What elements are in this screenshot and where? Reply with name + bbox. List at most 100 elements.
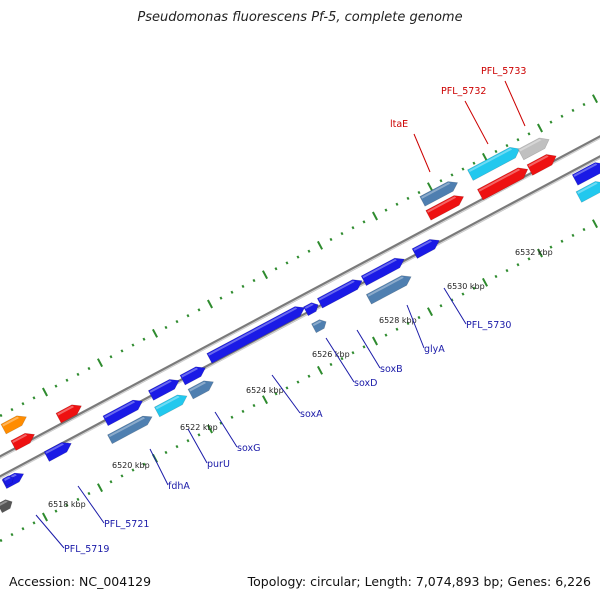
gene-feature-arrow bbox=[55, 404, 82, 424]
gene-feature-arrow bbox=[526, 154, 557, 176]
gene-feature-highlight bbox=[421, 182, 451, 199]
minor-tick bbox=[362, 220, 366, 224]
gene-label: purU bbox=[207, 459, 230, 470]
backbone-outer bbox=[0, 135, 600, 459]
minor-tick bbox=[461, 167, 465, 171]
gene-label: PFL_5721 bbox=[104, 519, 149, 530]
major-tick bbox=[207, 424, 213, 434]
minor-tick bbox=[296, 380, 300, 384]
minor-tick bbox=[10, 532, 14, 537]
gene-feature-arrow bbox=[102, 399, 143, 427]
minor-tick bbox=[571, 233, 575, 238]
minor-tick bbox=[186, 314, 190, 318]
major-tick bbox=[537, 123, 543, 133]
gene-feature-highlight bbox=[318, 280, 355, 301]
gene-feature-arrow bbox=[43, 442, 72, 462]
minor-tick bbox=[21, 402, 25, 406]
minor-tick bbox=[87, 366, 91, 371]
minor-tick bbox=[285, 261, 289, 265]
gene-feature-highlight bbox=[45, 443, 64, 454]
minor-tick bbox=[384, 333, 388, 337]
minor-tick bbox=[197, 433, 201, 437]
gene-feature-arrow bbox=[187, 380, 214, 400]
gene-feature-highlight bbox=[519, 138, 542, 152]
minor-tick bbox=[142, 337, 146, 341]
minor-tick bbox=[296, 255, 300, 259]
minor-tick bbox=[131, 343, 135, 347]
scale-label: 6518 kbp bbox=[48, 500, 86, 509]
gene-label: fdhA bbox=[168, 481, 190, 492]
gene-feature-highlight bbox=[189, 381, 207, 392]
gene-feature-highlight bbox=[468, 148, 513, 173]
minor-tick bbox=[351, 351, 355, 355]
major-tick bbox=[427, 307, 433, 317]
gene-feature-arrow bbox=[147, 379, 180, 401]
gene-label-leader bbox=[356, 329, 381, 369]
gene-feature-arrow bbox=[10, 432, 36, 451]
gene-label: PFL_5730 bbox=[466, 320, 511, 331]
scale-label: 6526 kbp bbox=[312, 350, 350, 359]
minor-tick bbox=[109, 355, 113, 359]
scale-label: 6524 kbp bbox=[246, 386, 284, 395]
minor-tick bbox=[406, 321, 410, 326]
gene-label: PFL_5732 bbox=[441, 86, 486, 97]
major-tick bbox=[97, 483, 103, 493]
minor-tick bbox=[417, 315, 421, 320]
minor-tick bbox=[32, 521, 36, 525]
gene-feature-arrow bbox=[476, 167, 529, 201]
minor-tick bbox=[65, 503, 69, 507]
gene-label: glyA bbox=[424, 344, 445, 355]
gene-label-leader bbox=[443, 287, 467, 325]
minor-tick bbox=[0, 538, 3, 543]
gene-feature-arrow bbox=[467, 146, 521, 181]
minor-tick bbox=[230, 415, 234, 419]
scale-label: 6532 kbp bbox=[515, 248, 553, 257]
gene-label: soxB bbox=[380, 364, 403, 375]
gene-feature-arrow bbox=[311, 319, 327, 334]
minor-tick bbox=[252, 403, 256, 408]
minor-tick bbox=[549, 245, 553, 249]
minor-tick bbox=[252, 278, 256, 283]
upper-tick-track bbox=[0, 94, 598, 418]
gene-label: ltaE bbox=[390, 119, 408, 130]
minor-tick bbox=[274, 267, 278, 271]
minor-tick bbox=[494, 149, 498, 154]
major-tick bbox=[317, 240, 323, 250]
gene-feature-highlight bbox=[413, 240, 432, 251]
minor-tick bbox=[175, 319, 179, 324]
major-tick bbox=[482, 277, 488, 287]
topology-label: Topology: circular; Length: 7,074,893 bp… bbox=[247, 574, 591, 589]
major-tick bbox=[41, 512, 49, 522]
minor-tick bbox=[505, 268, 509, 273]
major-tick bbox=[372, 336, 378, 346]
major-tick bbox=[207, 299, 213, 309]
minor-tick bbox=[285, 386, 289, 390]
gene-feature-arrow bbox=[411, 239, 440, 259]
gene-feature-arrow bbox=[107, 415, 153, 445]
major-tick bbox=[262, 270, 268, 280]
minor-tick bbox=[384, 208, 388, 212]
gene-feature-arrow bbox=[360, 257, 405, 287]
minor-tick bbox=[76, 372, 80, 377]
gene-label: PFL_5719 bbox=[64, 544, 109, 555]
gene-feature-arrow bbox=[0, 499, 13, 514]
gene-feature-highlight bbox=[362, 258, 397, 279]
gene-feature-arrow bbox=[316, 279, 363, 309]
minor-tick bbox=[10, 407, 14, 412]
gene-feature-highlight bbox=[155, 395, 180, 410]
gene-feature-highlight bbox=[12, 434, 28, 443]
minor-tick bbox=[54, 509, 58, 513]
gene-feature-highlight bbox=[104, 400, 136, 419]
minor-tick bbox=[32, 396, 36, 400]
major-tick bbox=[592, 219, 598, 229]
gene-label: soxG bbox=[237, 443, 260, 454]
major-tick bbox=[317, 365, 323, 375]
minor-tick bbox=[494, 274, 498, 279]
minor-tick bbox=[241, 409, 245, 414]
minor-tick bbox=[186, 439, 190, 443]
gene-feature-highlight bbox=[367, 276, 404, 297]
minor-tick bbox=[351, 226, 355, 230]
gene-label-leader bbox=[413, 133, 431, 173]
